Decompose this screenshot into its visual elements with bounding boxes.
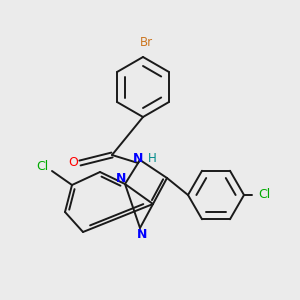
Text: N: N bbox=[133, 152, 143, 166]
Text: H: H bbox=[148, 152, 156, 166]
Text: O: O bbox=[68, 157, 78, 169]
Text: Br: Br bbox=[140, 36, 153, 49]
Text: N: N bbox=[137, 229, 147, 242]
Text: Cl: Cl bbox=[36, 160, 48, 172]
Text: Cl: Cl bbox=[258, 188, 270, 202]
Text: N: N bbox=[116, 172, 126, 185]
